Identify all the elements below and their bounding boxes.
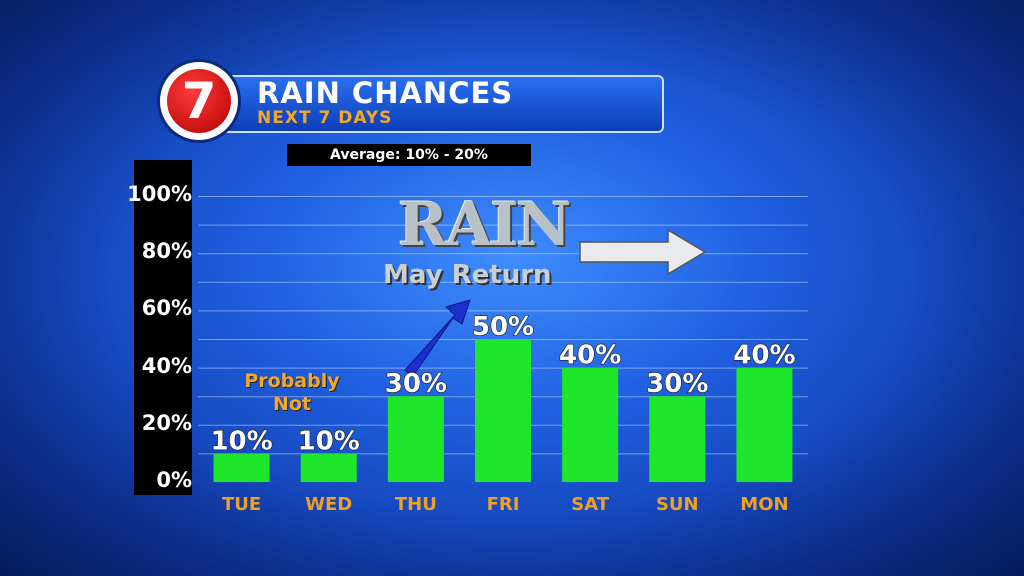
y-tick-label: 60% (141, 296, 192, 321)
value-label-mon: 40% (733, 341, 795, 371)
day-label-wed: WED (305, 494, 352, 515)
rain-subheadline: May Return (383, 260, 552, 290)
value-label-thu: 30% (385, 369, 447, 399)
trend-arrow-icon (404, 299, 471, 377)
note-line-1: Probably (244, 370, 340, 392)
bars (213, 339, 793, 482)
bar-thu (387, 396, 444, 482)
right-arrow-icon (579, 228, 707, 276)
logo-number: 7 (181, 72, 217, 130)
bar-tue (213, 453, 270, 482)
day-labels: TUE WED THU FRI SAT SUN MON (222, 494, 789, 515)
day-label-mon: MON (740, 494, 788, 515)
chart-subtitle: NEXT 7 DAYS (257, 108, 393, 128)
value-label-sat: 40% (559, 341, 621, 371)
note-line-2: Not (272, 393, 312, 415)
day-label-fri: FRI (487, 494, 520, 515)
chart-title: RAIN CHANCES (257, 76, 514, 110)
y-tick-label: 20% (141, 410, 192, 435)
y-axis-panel (134, 160, 192, 495)
y-tick-label: 100% (127, 182, 192, 206)
bar-wed (300, 453, 357, 482)
day-label-thu: THU (395, 494, 437, 515)
y-tick-label: 40% (141, 353, 192, 378)
day-label-tue: TUE (222, 494, 261, 515)
station-logo: 7 (160, 62, 238, 140)
value-label-fri: 50% (472, 312, 534, 342)
logo-circle: 7 (167, 69, 231, 133)
bar-mon (736, 367, 793, 482)
bar-sun (649, 396, 706, 482)
rain-headline: RAIN (398, 190, 571, 260)
value-label-wed: 10% (298, 426, 360, 456)
bar-sat (562, 367, 619, 482)
day-label-sun: SUN (656, 494, 699, 515)
bar-fri (475, 339, 531, 482)
value-label-tue: 10% (210, 426, 272, 456)
value-label-sun: 30% (646, 369, 708, 399)
value-labels: 10% 10% 30% 50% 40% 30% 40% (210, 311, 796, 457)
y-tick-label: 0% (156, 468, 192, 492)
probably-not-note: Probably Not (222, 370, 362, 416)
title-banner (190, 75, 664, 133)
y-tick-label: 80% (141, 239, 192, 264)
day-label-sat: SAT (571, 494, 609, 515)
average-badge: Average: 10% - 20% (287, 144, 531, 166)
